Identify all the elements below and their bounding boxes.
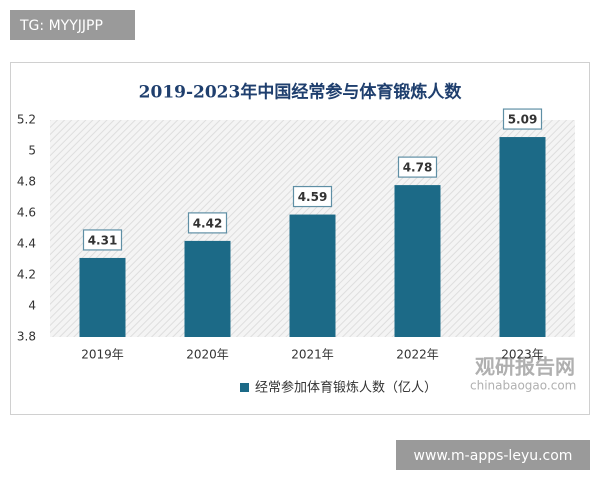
tag-text: TG: MYYJJPP bbox=[19, 18, 103, 34]
y-tick-label: 4.2 bbox=[17, 268, 36, 282]
bar bbox=[499, 137, 546, 337]
y-tick-label: 4.8 bbox=[17, 175, 36, 189]
y-tick-label: 5.2 bbox=[17, 113, 36, 127]
y-tick-label: 4.4 bbox=[17, 237, 36, 251]
value-label: 4.31 bbox=[88, 233, 118, 247]
tag-box bbox=[10, 10, 135, 40]
value-label: 4.59 bbox=[298, 190, 328, 204]
x-tick-label: 2020年 bbox=[186, 348, 229, 362]
value-label-box bbox=[397, 156, 438, 178]
chart-title: 2019-2023年中国经常参与体育锻炼人数 bbox=[139, 82, 463, 103]
logo-url: chinabaogao.com bbox=[470, 379, 576, 393]
y-tick-label: 4.6 bbox=[17, 206, 36, 220]
x-tick-label: 2023年 bbox=[501, 348, 544, 362]
value-label-box bbox=[292, 185, 333, 208]
value-label: 5.09 bbox=[508, 113, 538, 127]
bar bbox=[79, 257, 126, 337]
value-label-box bbox=[187, 212, 228, 234]
value-label: 4.42 bbox=[193, 216, 223, 230]
bar bbox=[394, 185, 441, 337]
y-tick-label: 4 bbox=[28, 299, 36, 313]
footer-url: www.m-apps-leyu.com bbox=[414, 448, 573, 464]
value-label-box bbox=[502, 108, 543, 130]
y-tick-label: 3.8 bbox=[17, 330, 36, 344]
bar bbox=[184, 240, 231, 337]
logo-name: 观研报告网 bbox=[475, 355, 575, 379]
value-label-box bbox=[82, 229, 123, 251]
x-tick-label: 2021年 bbox=[291, 348, 334, 362]
value-label: 4.78 bbox=[403, 161, 433, 175]
x-tick-label: 2022年 bbox=[396, 348, 439, 362]
legend-swatch bbox=[240, 383, 249, 392]
y-tick-label: 5 bbox=[28, 144, 36, 158]
x-tick-label: 2019年 bbox=[81, 348, 124, 362]
footer-box bbox=[396, 440, 590, 470]
bar bbox=[289, 214, 336, 337]
legend-label: 经常参加体育锻炼人数（亿人） bbox=[255, 380, 437, 396]
